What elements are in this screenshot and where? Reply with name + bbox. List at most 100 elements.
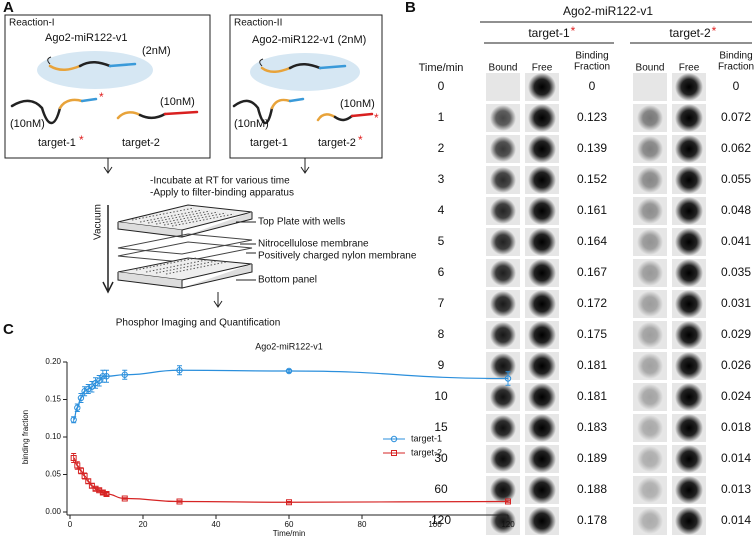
- x-tick-label: 20: [139, 520, 148, 529]
- free-spot: [528, 259, 556, 287]
- bound-spot: [637, 167, 663, 193]
- free-spot: [528, 352, 556, 380]
- reaction-title: Reaction-II: [234, 18, 282, 29]
- fraction-value: 0.181: [577, 358, 607, 372]
- bound-spot: [490, 105, 516, 131]
- free-spot: [675, 259, 703, 287]
- data-point: [74, 462, 81, 469]
- y-tick-label: 0.10: [45, 432, 61, 441]
- target-strand: [80, 97, 98, 103]
- layer-label: Positively charged nylon membrane: [258, 251, 417, 262]
- error-bar: [96, 488, 102, 493]
- error-bar: [177, 500, 182, 503]
- fraction-value: 0.062: [721, 141, 751, 155]
- complex-label: Ago2-miR122-v1 (2nM): [252, 34, 366, 46]
- fraction-value: 0.048: [721, 203, 751, 217]
- legend-label: target-1: [411, 433, 442, 443]
- x-tick-label: 0: [68, 520, 73, 529]
- bound-spot: [637, 136, 663, 162]
- time-label: 8: [438, 327, 445, 341]
- time-label: 2: [438, 141, 445, 155]
- bound-spot: [637, 105, 663, 131]
- x-tick-label: 80: [358, 520, 367, 529]
- bound-spot: [637, 198, 663, 224]
- leader-line: [236, 221, 256, 281]
- conc-label: (10nM): [160, 96, 195, 108]
- y-tick-label: 0.00: [45, 507, 61, 516]
- vacuum-label: Vacuum: [93, 204, 104, 240]
- membrane: [117, 241, 253, 263]
- complex-label: Ago2-miR122-v1: [45, 32, 128, 44]
- fraction-value: 0.041: [721, 234, 751, 248]
- rna-end: [259, 58, 264, 67]
- bound-spot: [490, 477, 516, 503]
- ago2-protein: [37, 51, 153, 89]
- fraction-value: 0.018: [721, 420, 751, 434]
- free-spot: [528, 383, 556, 411]
- free-spot: [675, 321, 703, 349]
- fraction-value: 0.183: [577, 420, 607, 434]
- top-plate-side: [117, 212, 253, 238]
- time-label: 60: [434, 482, 448, 496]
- error-bar: [96, 375, 102, 387]
- blot-cell: [633, 73, 667, 101]
- plate-wells: [131, 207, 235, 227]
- free-spot: [528, 290, 556, 318]
- bound-spot: [637, 353, 663, 379]
- y-tick-label: 0.20: [45, 357, 61, 366]
- data-point: [96, 377, 103, 384]
- error-bar: [286, 369, 292, 373]
- data-point: [103, 491, 110, 497]
- target-label: target-1: [250, 137, 288, 149]
- panel-label: A: [3, 0, 14, 16]
- fraction-value: 0.029: [721, 327, 751, 341]
- column-header: Fraction: [718, 62, 754, 73]
- free-spot: [675, 104, 703, 132]
- data-point: [103, 373, 110, 380]
- reaction-title: Reaction-I: [9, 18, 55, 29]
- free-spot: [675, 290, 703, 318]
- column-header: Fraction: [574, 62, 610, 73]
- time-label: 15: [434, 420, 448, 434]
- bound-spot: [637, 415, 663, 441]
- data-point: [74, 404, 81, 411]
- data-point: [121, 495, 128, 502]
- free-spot: [675, 166, 703, 194]
- target-strand: [58, 98, 84, 110]
- label-mark: *: [571, 24, 576, 38]
- bound-spot: [490, 291, 516, 317]
- error-bar: [505, 371, 511, 386]
- target-label: target-1: [38, 137, 76, 149]
- fraction-value: 0.161: [577, 203, 607, 217]
- data-point: [85, 478, 92, 485]
- x-tick-label: 40: [212, 520, 221, 529]
- bound-spot: [637, 477, 663, 503]
- bound-spot: [490, 446, 516, 472]
- target-strand: [288, 97, 305, 103]
- blot-cell: [486, 73, 520, 101]
- layer-label: Top Plate with wells: [258, 217, 345, 228]
- target-strand: [10, 99, 62, 125]
- data-point: [285, 367, 293, 375]
- error-bar: [505, 500, 511, 503]
- bound-spot: [490, 322, 516, 348]
- layer-label: Nitrocellulose membrane: [258, 239, 369, 250]
- time-label: 7: [438, 296, 445, 310]
- step-text: -Incubate at RT for various time: [150, 176, 290, 187]
- ago2-protein: [250, 53, 360, 91]
- time-label: 1: [438, 110, 445, 124]
- data-point: [77, 394, 85, 402]
- fraction-value: 0.188: [577, 482, 607, 496]
- bound-spot: [490, 260, 516, 286]
- free-spot: [528, 476, 556, 504]
- bound-spot: [637, 229, 663, 255]
- bound-spot: [637, 446, 663, 472]
- rna-3p: [108, 62, 137, 68]
- free-spot: [675, 228, 703, 256]
- legend-marker: [390, 435, 398, 443]
- free-spot: [528, 414, 556, 442]
- y-tick-label: 0.15: [45, 395, 61, 404]
- fraction-value: 0.172: [577, 296, 607, 310]
- target-strand: [270, 98, 292, 110]
- free-spot: [675, 352, 703, 380]
